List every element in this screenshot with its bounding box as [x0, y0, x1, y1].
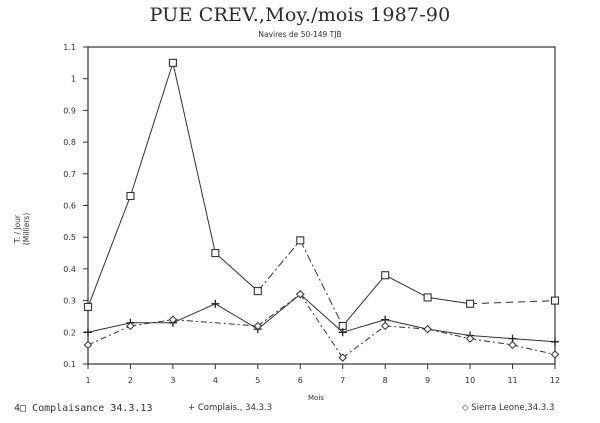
- y-tick-label: 0.9: [63, 106, 76, 115]
- x-tick-label: 11: [507, 376, 517, 385]
- series-line-2: [172, 303, 216, 324]
- y-tick-label: 1: [71, 75, 76, 84]
- x-tick-label: 1: [85, 376, 90, 385]
- diamond-marker-icon: [465, 334, 475, 343]
- series-line-2: [385, 319, 428, 330]
- x-tick-label: 8: [383, 376, 388, 385]
- plus-marker-icon: [551, 337, 559, 346]
- x-tick-label: 3: [170, 376, 175, 385]
- plot-frame: [87, 46, 556, 365]
- series-line-1: [470, 300, 556, 305]
- square-marker-icon: [466, 299, 475, 308]
- y-tick-label: 0.6: [63, 202, 76, 211]
- legend-complaisance-34-3-13: 4□ Complaisance 34.3.13: [14, 403, 153, 414]
- y-tick-label: 0.5: [63, 233, 76, 242]
- series-line-2: [470, 334, 513, 340]
- x-tick-label: 10: [465, 376, 475, 385]
- series-line-1: [257, 240, 301, 292]
- series-line-3: [172, 319, 258, 327]
- plus-marker-icon: [338, 328, 347, 337]
- square-marker-icon: [168, 58, 177, 67]
- x-axis-label: Mois: [308, 394, 324, 402]
- series-line-1: [172, 62, 216, 254]
- series-line-3: [512, 344, 556, 355]
- series-line-1: [342, 274, 386, 327]
- diamond-marker-icon: [508, 340, 517, 350]
- series-line-2: [342, 319, 386, 333]
- square-marker-icon: [296, 236, 305, 245]
- series-line-3: [87, 325, 131, 346]
- y-tick-label: 0.8: [63, 138, 76, 147]
- square-marker-icon: [381, 271, 390, 280]
- diamond-marker-icon: [423, 324, 432, 334]
- series-line-3: [342, 325, 386, 359]
- x-tick-label: 12: [550, 376, 560, 385]
- series-line-2: [215, 303, 259, 330]
- diamond-marker-icon: [338, 353, 347, 362]
- x-tick-label: 7: [340, 376, 345, 385]
- legend-sierra-leone: ◇ Sierra Leone,34.3.3: [462, 403, 555, 413]
- y-tick-label: 0.4: [63, 265, 76, 274]
- square-marker-icon: [126, 191, 135, 201]
- x-tick-label: 4: [213, 376, 218, 385]
- square-marker-icon: [423, 293, 432, 302]
- series-line-3: [257, 293, 301, 327]
- legend-complais-34-3-3: + Complais., 34.3.3: [188, 403, 273, 413]
- series-line-3: [299, 293, 344, 358]
- square-marker-icon: [253, 287, 262, 296]
- series-line-2: [299, 293, 344, 333]
- series-line-1: [129, 62, 174, 197]
- series-line-2: [427, 328, 471, 336]
- diamond-marker-icon: [253, 321, 263, 331]
- x-tick-label: 9: [425, 376, 430, 385]
- y-tick-label: 0.2: [63, 328, 76, 337]
- series-line-2: [512, 338, 556, 343]
- square-marker-icon: [211, 249, 220, 258]
- series-line-2: [87, 322, 131, 333]
- plus-marker-icon: [84, 328, 92, 337]
- diamond-marker-icon: [550, 350, 560, 359]
- x-tick-label: 2: [128, 376, 133, 385]
- y-tick-label: 0.3: [63, 297, 76, 306]
- y-tick-label: 0.1: [63, 360, 76, 369]
- diamond-marker-icon: [126, 321, 135, 331]
- square-marker-icon: [83, 302, 93, 311]
- square-marker-icon: [550, 296, 560, 305]
- diamond-marker-icon: [296, 290, 305, 299]
- plus-marker-icon: [211, 299, 220, 308]
- y-tick-label: 0.7: [63, 170, 76, 179]
- diamond-marker-icon: [380, 321, 390, 331]
- x-tick-label: 5: [255, 376, 260, 385]
- series-line-3: [470, 338, 513, 346]
- x-tick-label: 6: [298, 376, 303, 385]
- series-line-1: [427, 296, 471, 305]
- chart-subtitle: Navires de 50-149 TJB: [258, 30, 342, 39]
- diamond-marker-icon: [168, 315, 178, 324]
- series-line-1: [215, 252, 259, 292]
- chart-title: PUE CREV.,Moy./mois 1987-90: [149, 4, 451, 26]
- diamond-marker-icon: [83, 340, 93, 350]
- series-line-1: [87, 195, 131, 308]
- y-tick-label: 1.1: [63, 43, 76, 52]
- series-line-1: [384, 274, 428, 298]
